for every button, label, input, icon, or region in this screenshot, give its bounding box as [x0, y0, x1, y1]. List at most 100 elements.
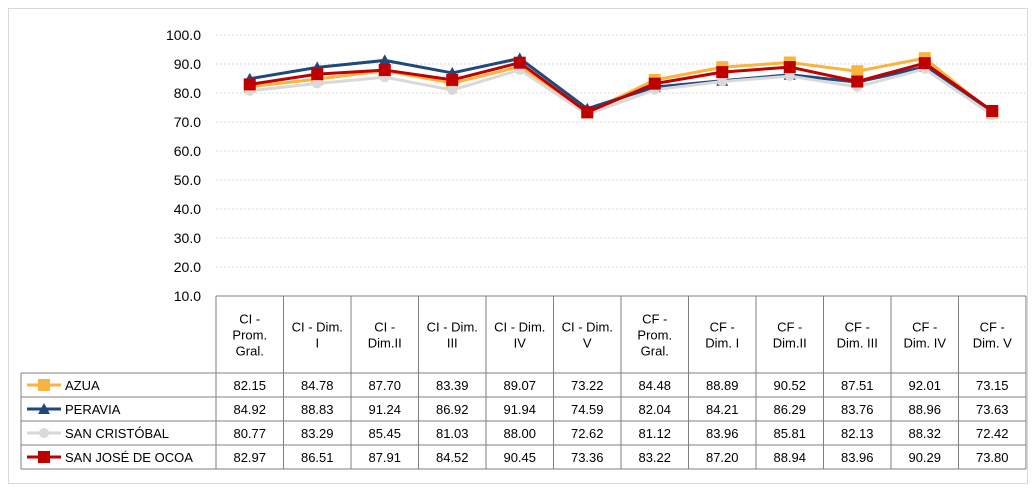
table-value-cell: 73.36	[571, 450, 604, 465]
table-value-cell: 84.78	[301, 378, 334, 393]
table-value-cell: 84.21	[706, 402, 739, 417]
y-tick-label: 90.0	[174, 56, 201, 72]
legend-key-marker	[38, 379, 50, 391]
table-value-cell: 89.07	[503, 378, 536, 393]
table-value-cell: 84.92	[233, 402, 266, 417]
table-value-cell: 86.29	[773, 402, 806, 417]
y-tick-label: 70.0	[174, 114, 201, 130]
table-value-cell: 86.92	[436, 402, 469, 417]
table-value-cell: 80.77	[233, 426, 266, 441]
x-category-label: CF -Dim. III	[837, 320, 878, 351]
table-value-cell: 87.20	[706, 450, 739, 465]
data-point-marker	[581, 106, 594, 119]
table-value-cell: 83.96	[706, 426, 739, 441]
x-category-label: CI -Dim.II	[368, 320, 402, 351]
table-value-cell: 82.97	[233, 450, 266, 465]
table-value-cell: 87.70	[368, 378, 401, 393]
series-line	[249, 61, 994, 114]
table-value-cell: 72.42	[976, 426, 1009, 441]
x-category-label: CF -Prom. Gral.	[637, 312, 672, 359]
data-point-marker	[312, 78, 323, 89]
table-value-cell: 90.52	[773, 378, 806, 393]
y-tick-label: 40.0	[174, 201, 201, 217]
table-value-cell: 88.83	[301, 402, 334, 417]
table-value-cell: 73.22	[571, 378, 604, 393]
legend-series-name: SAN JOSÉ DE OCOA	[65, 450, 193, 465]
table-value-cell: 85.45	[368, 426, 401, 441]
data-point-marker	[918, 57, 931, 70]
y-tick-label: 80.0	[174, 85, 201, 101]
table-value-cell: 83.96	[841, 450, 874, 465]
table-value-cell: 82.15	[233, 378, 266, 393]
legend-series-name: SAN CRISTÓBAL	[65, 426, 169, 441]
data-point-marker	[648, 77, 661, 90]
x-category-label: CI - Dim. IV	[494, 320, 545, 351]
x-category-label: CI -Prom. Gral.	[232, 312, 267, 359]
table-value-cell: 82.04	[638, 402, 671, 417]
table-value-cell: 90.29	[908, 450, 941, 465]
legend-key-marker	[39, 428, 49, 438]
table-value-cell: 88.89	[706, 378, 739, 393]
legend-key-marker	[38, 451, 50, 463]
table-value-cell: 88.94	[773, 450, 806, 465]
data-point-marker	[986, 104, 999, 117]
table-value-cell: 73.15	[976, 378, 1009, 393]
table-value-cell: 90.45	[503, 450, 536, 465]
table-value-cell: 82.13	[841, 426, 874, 441]
table-value-cell: 87.91	[368, 450, 401, 465]
data-point-marker	[513, 56, 526, 69]
data-point-marker	[717, 76, 728, 87]
table-value-cell: 81.12	[638, 426, 671, 441]
table-value-cell: 74.59	[571, 402, 604, 417]
line-chart-with-data-table: 100.0 90.0 80.0 70.0 60.0 50.0 40.0 30.0 20.0 10.…	[20, 27, 1027, 470]
data-point-marker	[311, 68, 324, 81]
table-value-cell: 73.80	[976, 450, 1009, 465]
y-tick-label: 10.0	[174, 288, 201, 304]
x-category-label: CI - Dim. V	[562, 320, 613, 351]
legend-series-name: PERAVIA	[65, 402, 121, 417]
data-point-marker	[446, 73, 459, 86]
table-value-cell: 88.00	[503, 426, 536, 441]
table-value-cell: 73.63	[976, 402, 1009, 417]
table-value-cell: 84.48	[638, 378, 671, 393]
series-line	[249, 56, 994, 115]
data-point-marker	[243, 78, 256, 91]
table-value-cell: 87.51	[841, 378, 874, 393]
table-value-cell: 88.96	[908, 402, 941, 417]
x-category-label: CF -Dim.II	[773, 320, 807, 351]
data-point-marker	[447, 85, 458, 96]
table-value-cell: 92.01	[908, 378, 941, 393]
table-value-cell: 83.39	[436, 378, 469, 393]
table-value-cell: 91.94	[503, 402, 536, 417]
table-value-cell: 83.22	[638, 450, 671, 465]
table-value-cell: 72.62	[571, 426, 604, 441]
table-value-cell: 83.29	[301, 426, 334, 441]
y-tick-label: 30.0	[174, 230, 201, 246]
table-value-cell: 84.52	[436, 450, 469, 465]
data-point-marker	[378, 54, 391, 66]
data-point-marker	[378, 64, 391, 77]
data-point-marker	[783, 61, 796, 74]
data-point-marker	[851, 75, 864, 88]
data-point-marker	[784, 71, 795, 82]
table-value-cell: 91.24	[368, 402, 401, 417]
table-value-cell: 88.32	[908, 426, 941, 441]
x-category-label: CI - Dim. III	[427, 320, 478, 351]
data-point-marker	[716, 66, 729, 79]
table-value-cell: 85.81	[773, 426, 806, 441]
x-category-label: CF -Dim. V	[973, 320, 1012, 351]
series-line	[249, 67, 994, 117]
x-category-label: CF -Dim. IV	[903, 320, 946, 351]
table-value-cell: 81.03	[436, 426, 469, 441]
y-tick-label: 100.0	[166, 27, 201, 43]
y-tick-label: 20.0	[174, 259, 201, 275]
data-point-marker	[851, 65, 864, 78]
table-value-cell: 86.51	[301, 450, 334, 465]
y-tick-label: 50.0	[174, 172, 201, 188]
table-value-cell: 83.76	[841, 402, 874, 417]
legend-key-marker	[38, 403, 50, 414]
x-category-label: CF -Dim. I	[705, 320, 739, 351]
chart-frame: 100.0 90.0 80.0 70.0 60.0 50.0 40.0 30.0 20.0 10.…	[8, 8, 1028, 484]
x-category-label: CI - Dim. I	[292, 320, 343, 351]
legend-series-name: AZUA	[65, 378, 100, 393]
